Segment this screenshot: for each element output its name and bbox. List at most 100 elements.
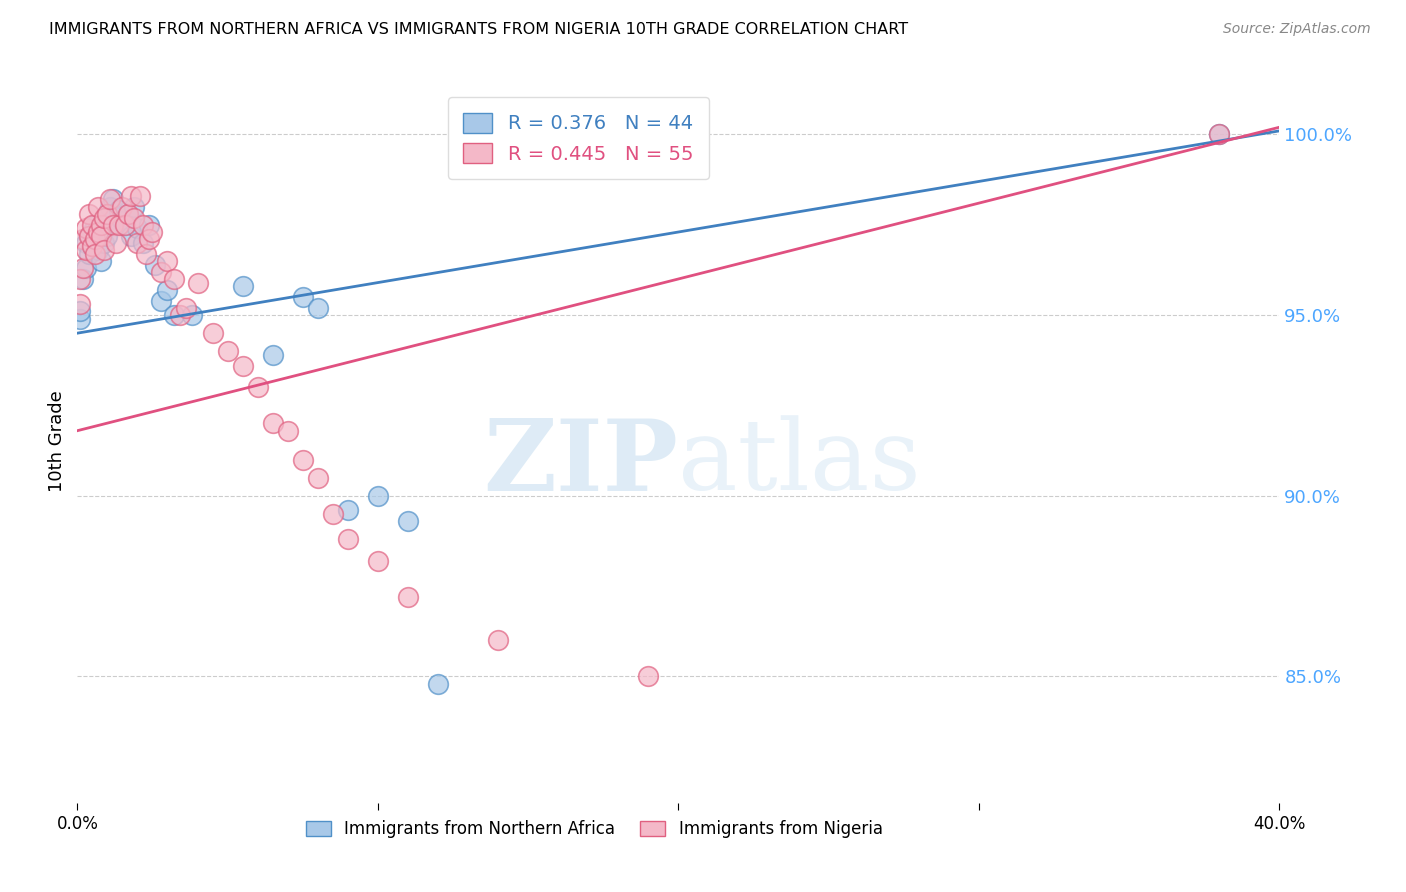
- Point: [111, 214, 134, 228]
- Point: [82, 239, 104, 253]
- Point: [103, 218, 125, 232]
- Point: [291, 452, 314, 467]
- Point: [162, 308, 184, 322]
- Point: [117, 207, 139, 221]
- Point: [96, 228, 118, 243]
- Point: [79, 228, 101, 243]
- Point: [322, 507, 344, 521]
- Point: [135, 246, 157, 260]
- Point: [117, 207, 139, 221]
- Point: [75, 235, 97, 250]
- Point: [427, 676, 450, 690]
- Point: [93, 243, 115, 257]
- Point: [114, 218, 136, 232]
- Point: [1208, 128, 1230, 142]
- Point: [201, 326, 224, 340]
- Point: [69, 297, 91, 311]
- Point: [75, 243, 97, 257]
- Point: [307, 301, 329, 315]
- Point: [108, 203, 131, 218]
- Text: ZIP: ZIP: [484, 415, 679, 512]
- Point: [72, 232, 94, 246]
- Point: [156, 253, 179, 268]
- Point: [90, 228, 112, 243]
- Point: [138, 218, 160, 232]
- Point: [150, 293, 173, 308]
- Point: [82, 218, 104, 232]
- Point: [132, 235, 155, 250]
- Point: [129, 189, 152, 203]
- Point: [103, 193, 125, 207]
- Point: [150, 265, 173, 279]
- Point: [90, 218, 112, 232]
- Point: [72, 261, 94, 276]
- Point: [90, 253, 112, 268]
- Point: [69, 272, 91, 286]
- Point: [232, 359, 254, 373]
- Point: [367, 554, 389, 568]
- Point: [79, 207, 101, 221]
- Point: [262, 348, 284, 362]
- Point: [141, 225, 163, 239]
- Point: [90, 228, 112, 243]
- Point: [100, 200, 122, 214]
- Point: [69, 311, 91, 326]
- Point: [79, 246, 101, 260]
- Point: [138, 232, 160, 246]
- Point: [108, 218, 131, 232]
- Point: [120, 228, 142, 243]
- Point: [82, 239, 104, 253]
- Point: [186, 276, 209, 290]
- Point: [105, 218, 128, 232]
- Text: IMMIGRANTS FROM NORTHERN AFRICA VS IMMIGRANTS FROM NIGERIA 10TH GRADE CORRELATIO: IMMIGRANTS FROM NORTHERN AFRICA VS IMMIG…: [49, 22, 908, 37]
- Point: [124, 200, 146, 214]
- Point: [162, 272, 184, 286]
- Point: [84, 232, 107, 246]
- Point: [82, 225, 104, 239]
- Point: [277, 424, 299, 438]
- Point: [127, 235, 149, 250]
- Point: [291, 290, 314, 304]
- Point: [637, 669, 659, 683]
- Point: [1208, 128, 1230, 142]
- Point: [105, 235, 128, 250]
- Point: [169, 308, 191, 322]
- Point: [336, 503, 359, 517]
- Point: [75, 221, 97, 235]
- Point: [87, 225, 110, 239]
- Point: [87, 243, 110, 257]
- Point: [262, 417, 284, 431]
- Point: [217, 344, 239, 359]
- Text: Source: ZipAtlas.com: Source: ZipAtlas.com: [1223, 22, 1371, 37]
- Point: [96, 207, 118, 221]
- Point: [396, 514, 419, 528]
- Point: [486, 633, 509, 648]
- Point: [75, 261, 97, 276]
- Point: [96, 207, 118, 221]
- Text: atlas: atlas: [679, 416, 921, 511]
- Point: [174, 301, 197, 315]
- Point: [232, 279, 254, 293]
- Point: [93, 235, 115, 250]
- Point: [111, 200, 134, 214]
- Point: [87, 221, 110, 235]
- Point: [367, 489, 389, 503]
- Point: [87, 200, 110, 214]
- Point: [100, 193, 122, 207]
- Point: [72, 272, 94, 286]
- Point: [336, 532, 359, 546]
- Legend: Immigrants from Northern Africa, Immigrants from Nigeria: Immigrants from Northern Africa, Immigra…: [299, 814, 889, 845]
- Point: [307, 470, 329, 484]
- Point: [124, 211, 146, 225]
- Point: [69, 304, 91, 318]
- Point: [93, 211, 115, 225]
- Point: [132, 218, 155, 232]
- Point: [396, 590, 419, 604]
- Point: [84, 232, 107, 246]
- Point: [127, 221, 149, 235]
- Point: [156, 283, 179, 297]
- Point: [180, 308, 202, 322]
- Y-axis label: 10th Grade: 10th Grade: [48, 391, 66, 492]
- Point: [114, 218, 136, 232]
- Point: [79, 228, 101, 243]
